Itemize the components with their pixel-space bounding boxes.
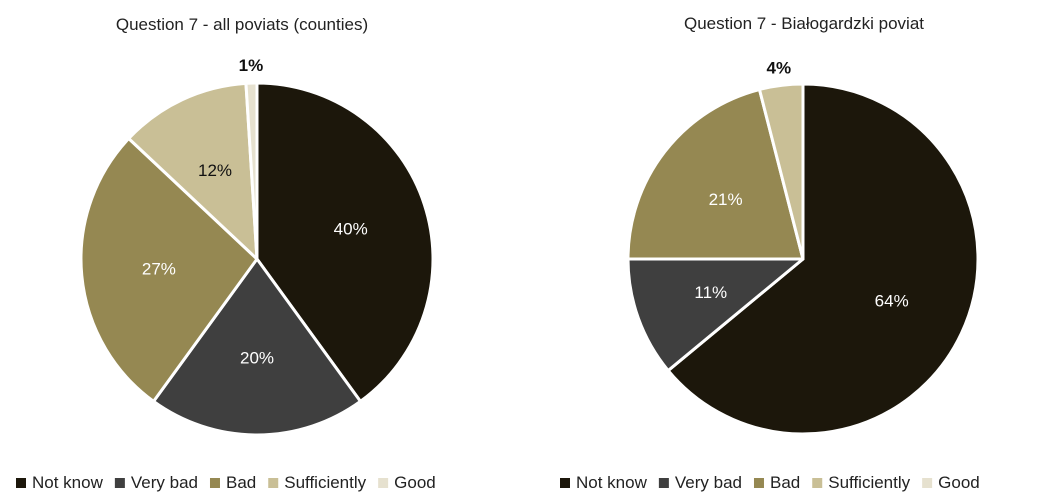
pie-slice-sufficiently xyxy=(127,81,259,261)
legend-swatch-bad xyxy=(209,478,220,488)
slice-label-not-know: 40% xyxy=(334,220,368,239)
slice-label-very-bad: 20% xyxy=(240,349,274,368)
slice-labels: 64% 11% 21% 4% xyxy=(694,59,908,311)
chart-title: Question 7 - Białogardzki poviat xyxy=(684,14,924,33)
legend-swatch-sufficiently xyxy=(812,478,823,488)
legend-label-very-bad: Very bad xyxy=(675,473,742,492)
pie-slice-bad xyxy=(79,137,259,403)
legend-label-sufficiently: Sufficiently xyxy=(284,473,366,492)
legend-label-bad: Bad xyxy=(226,473,256,492)
chart-title: Question 7 - all poviats (counties) xyxy=(116,15,368,34)
pie-slice-very-bad xyxy=(626,257,805,373)
legend-swatch-very-bad xyxy=(658,478,669,488)
legend-label-bad: Bad xyxy=(770,473,800,492)
pie-slice-not-know xyxy=(255,81,435,403)
slice-label-not-know: 64% xyxy=(875,292,909,311)
pie-slices xyxy=(626,82,980,436)
legend-label-sufficiently: Sufficiently xyxy=(828,473,910,492)
legend-label-not-know: Not know xyxy=(32,473,104,492)
legend-swatch-very-bad xyxy=(114,478,125,488)
pie-slice-bad xyxy=(626,88,805,261)
slice-label-bad: 21% xyxy=(709,190,743,209)
slice-label-bad: 27% xyxy=(142,259,176,278)
pie-slices xyxy=(79,81,435,437)
legend: Not know Very bad Bad Sufficiently Good xyxy=(16,473,436,492)
pie-slice-not-know xyxy=(666,82,980,436)
legend-swatch-good xyxy=(378,478,389,488)
slice-label-very-bad: 11% xyxy=(694,283,727,302)
slice-label-sufficiently: 4% xyxy=(767,59,792,78)
slice-labels: 40% 20% 27% 12% 1% xyxy=(142,56,368,368)
legend-label-good: Good xyxy=(938,473,980,492)
pie-slice-sufficiently xyxy=(757,82,805,261)
legend-swatch-not-know xyxy=(560,478,570,488)
pie-chart-all-poviats: Question 7 - all poviats (counties) 40% 2… xyxy=(16,15,436,492)
pie-chart-bialogardzki-poviat: Question 7 - Białogardzki poviat 64% 11% 2… xyxy=(560,14,980,492)
legend-label-not-know: Not know xyxy=(576,473,648,492)
legend-swatch-good xyxy=(922,478,933,488)
slice-label-good: 1% xyxy=(239,56,264,75)
pie-slice-good xyxy=(244,81,259,261)
pie-slice-very-bad xyxy=(152,257,362,437)
legend-swatch-sufficiently xyxy=(268,478,279,488)
legend: Not know Very bad Bad Sufficiently Good xyxy=(560,473,980,492)
legend-swatch-not-know xyxy=(16,478,26,488)
slice-label-sufficiently: 12% xyxy=(198,161,232,180)
legend-swatch-bad xyxy=(753,478,764,488)
legend-label-very-bad: Very bad xyxy=(131,473,198,492)
legend-label-good: Good xyxy=(394,473,436,492)
